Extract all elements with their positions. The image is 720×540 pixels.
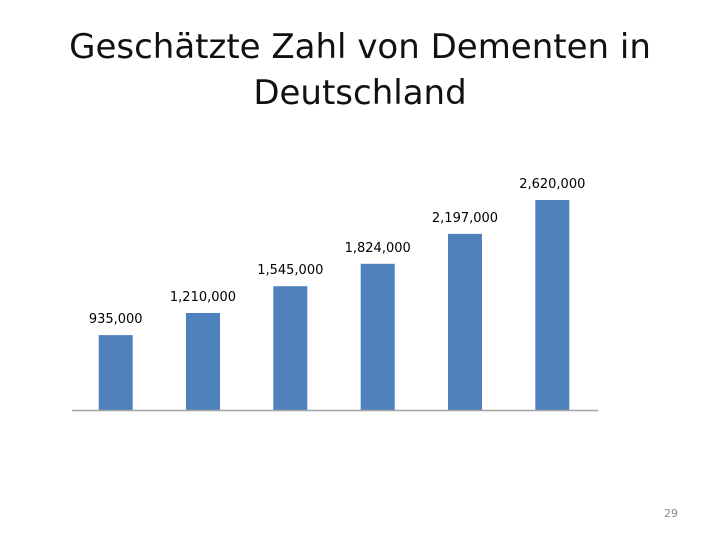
- bar-6: [535, 200, 570, 410]
- bar-3: [273, 286, 308, 410]
- slide-number: 29: [664, 507, 678, 520]
- data-label-5: 2,197,000: [432, 211, 498, 226]
- slide-title-line-2: Deutschland: [253, 73, 467, 113]
- data-label-3: 1,545,000: [257, 263, 323, 278]
- bar-2: [186, 313, 220, 410]
- bar-5: [448, 233, 482, 410]
- bar-1: [98, 335, 133, 410]
- data-label-1: 935,000: [89, 312, 143, 327]
- data-label-2: 1,210,000: [170, 290, 236, 305]
- slide-title-line-1: Geschätzte Zahl von Dementen in: [69, 27, 651, 67]
- data-label-4: 1,824,000: [345, 241, 411, 256]
- slide-title: Geschätzte Zahl von Dementen in Deutschl…: [40, 24, 680, 116]
- data-label-6: 2,620,000: [519, 177, 585, 192]
- bar-4: [360, 263, 395, 410]
